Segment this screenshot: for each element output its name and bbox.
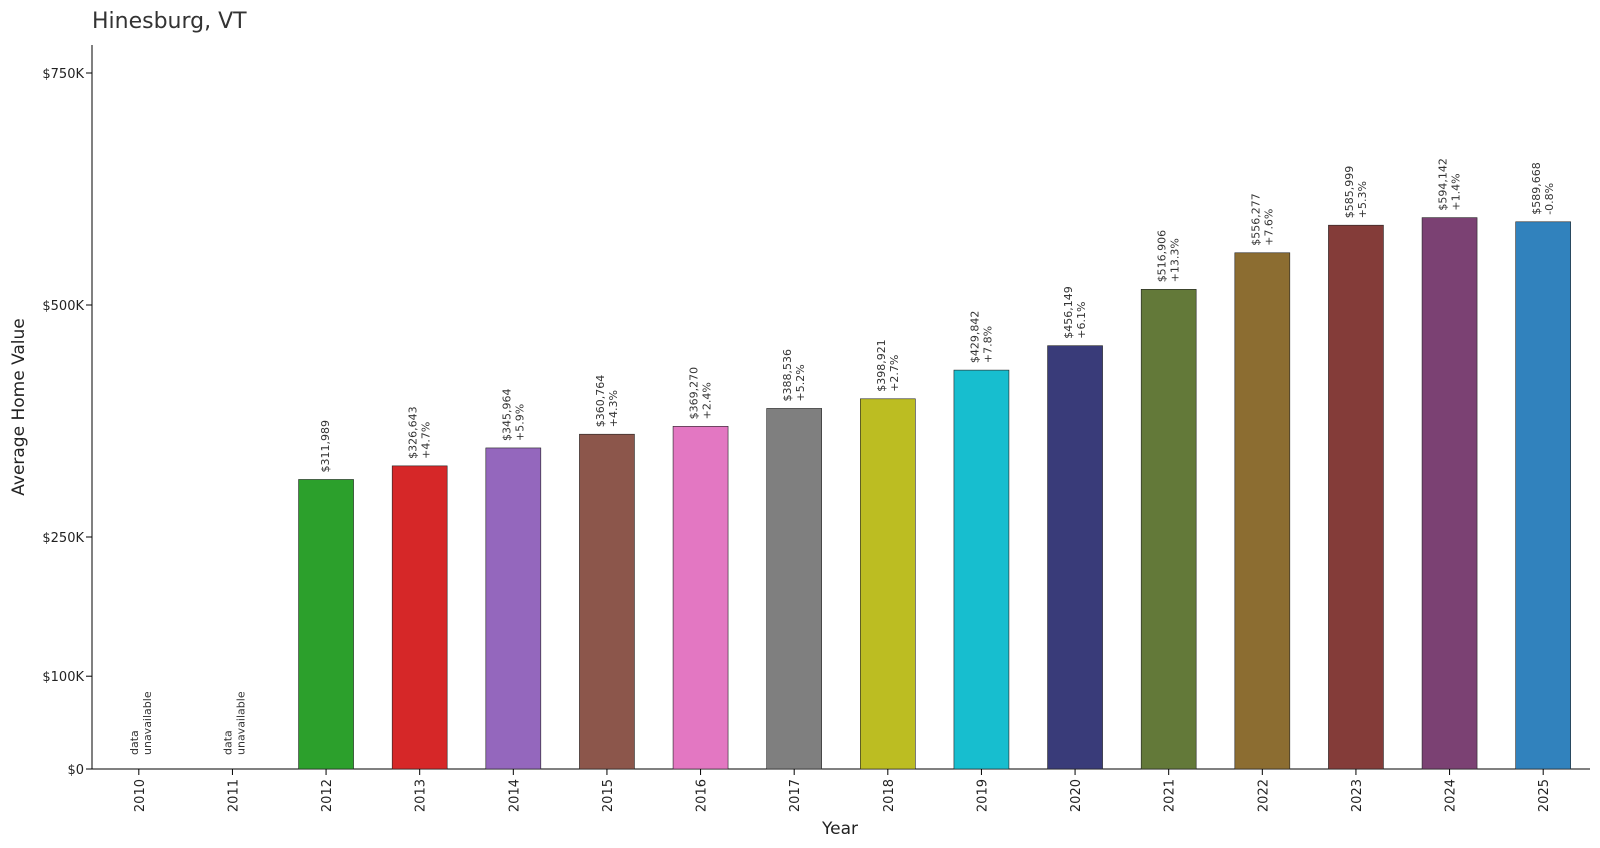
bar-value-label: $516,906+13.3%	[1156, 230, 1182, 283]
x-tick-label: 2022	[1256, 779, 1271, 812]
bar-2024	[1421, 217, 1478, 770]
bar-value-label: $369,270+2.4%	[688, 367, 714, 420]
y-tick-label: $500K	[42, 299, 84, 314]
bar-value-label: $585,999+5.3%	[1343, 166, 1369, 219]
bar-2013	[391, 465, 448, 770]
bar-2015	[579, 433, 635, 770]
bar-2023	[1328, 224, 1384, 770]
chart-title: Hinesburg, VT	[92, 9, 247, 34]
x-tick-label: 2021	[1163, 779, 1178, 812]
x-axis-ticks: 2010 2011 2012 2013 2014 2015 2016 2017 2018 2019…	[133, 769, 1552, 812]
x-tick-label: 2012	[320, 779, 335, 812]
bar-value-label: $398,921+2.7%	[875, 339, 901, 392]
missing-data-label: dataunavailable	[221, 691, 247, 755]
bar-2016	[672, 426, 729, 770]
bar-value-text: $360,764	[594, 375, 607, 428]
y-tick-label: $750K	[42, 67, 84, 82]
x-tick-label: 2019	[975, 779, 990, 812]
y-tick-label: $0	[67, 763, 84, 778]
bar-value-text: $589,668	[1530, 162, 1543, 215]
y-tick-label: $100K	[42, 670, 84, 685]
y-axis-ticks: $0 $100K $250K $500K $750K	[42, 67, 92, 778]
bar-value-label: $326,643+4.7%	[407, 406, 433, 459]
bar-value-text: $429,842	[968, 311, 981, 364]
bar-change-text: +2.4%	[701, 382, 714, 419]
bar-change-text: +5.2%	[794, 364, 807, 401]
bar-value-label: $429,842+7.8%	[968, 311, 994, 364]
bar-value-text: $456,149	[1062, 286, 1075, 339]
bar-2019	[953, 369, 1010, 770]
bar-2021	[1140, 289, 1197, 770]
bar-2022	[1234, 252, 1291, 770]
bar-value-text: $326,643	[407, 406, 420, 459]
bar-change-text: -0.8%	[1543, 183, 1556, 215]
x-tick-label: 2015	[601, 779, 616, 812]
bar-2025	[1515, 221, 1571, 770]
bar-change-text: +1.4%	[1450, 173, 1463, 210]
bar-change-text: +13.3%	[1169, 238, 1182, 282]
missing-data-label-line: unavailable	[141, 691, 154, 755]
bar-value-label: $360,764+4.3%	[594, 375, 620, 428]
bar-2020	[1047, 345, 1103, 770]
bar-change-text: +7.8%	[981, 326, 994, 363]
bar-value-text: $556,277	[1249, 193, 1262, 246]
bar-change-text: +4.3%	[607, 390, 620, 427]
bar-value-label: $456,149+6.1%	[1062, 286, 1088, 339]
bar-change-text: +2.7%	[888, 355, 901, 392]
x-tick-label: 2018	[882, 779, 897, 812]
bar-2012	[298, 479, 354, 770]
x-tick-label: 2010	[133, 779, 148, 812]
y-axis-label: Average Home Value	[9, 318, 29, 496]
missing-data-label-line: unavailable	[234, 691, 247, 755]
bar-change-text: +4.7%	[420, 422, 433, 459]
x-axis-label: Year	[821, 819, 858, 839]
x-tick-label: 2014	[507, 779, 522, 812]
missing-data-label-line: data	[128, 730, 141, 755]
bar-2018	[860, 398, 916, 770]
x-tick-label: 2013	[414, 779, 429, 812]
bar-value-text: $585,999	[1343, 166, 1356, 219]
missing-data-label-line: data	[221, 730, 234, 755]
x-tick-label: 2017	[788, 779, 803, 812]
y-tick-label: $250K	[42, 531, 84, 546]
x-tick-label: 2020	[1069, 779, 1084, 812]
bar-change-text: +7.6%	[1262, 209, 1275, 246]
bar-value-text: $388,536	[781, 349, 794, 402]
missing-data-label: dataunavailable	[128, 691, 154, 755]
bar-value-text: $369,270	[688, 367, 701, 420]
bar-2017	[766, 408, 822, 770]
bar-value-label: $311,989	[319, 420, 332, 473]
bar-value-label: $589,668-0.8%	[1530, 162, 1556, 215]
x-tick-label: 2011	[226, 779, 241, 812]
bar-2014	[485, 447, 542, 770]
bar-value-text: $516,906	[1156, 230, 1169, 283]
bars: dataunavailable dataunavailable$311,989 $3…	[128, 158, 1571, 770]
x-tick-label: 2025	[1537, 779, 1552, 812]
bar-change-text: +5.3%	[1356, 181, 1369, 218]
bar-value-text: $345,964	[500, 388, 513, 441]
x-tick-label: 2016	[695, 779, 710, 812]
bar-value-text: $398,921	[875, 339, 888, 392]
x-tick-label: 2024	[1444, 779, 1459, 812]
bar-value-text: $311,989	[319, 420, 332, 473]
bar-change-text: +5.9%	[513, 404, 526, 441]
bar-value-text: $594,142	[1437, 158, 1450, 211]
bar-change-text: +6.1%	[1075, 302, 1088, 339]
bar-value-label: $388,536+5.2%	[781, 349, 807, 402]
bar-value-label: $345,964+5.9%	[500, 388, 526, 441]
x-tick-label: 2023	[1350, 779, 1365, 812]
bar-value-label: $556,277+7.6%	[1249, 193, 1275, 246]
bar-value-label: $594,142+1.4%	[1437, 158, 1463, 211]
